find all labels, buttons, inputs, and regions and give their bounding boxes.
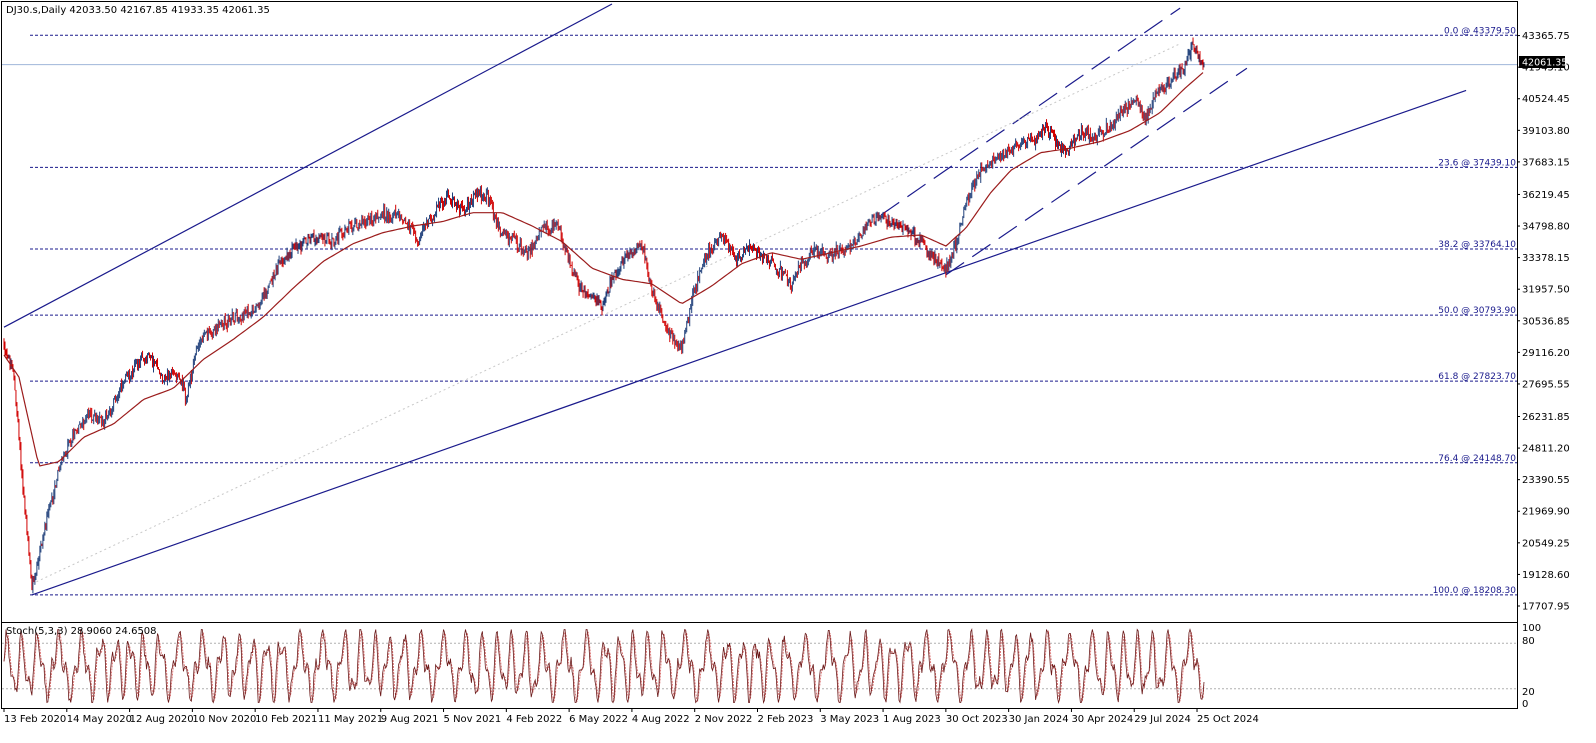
x-tick-label-3: 10 Nov 2020 xyxy=(192,714,256,725)
fib-label-3: 50.0 @ 30793.90 xyxy=(1438,306,1516,316)
fib-label-0: 0.0 @ 43379.50 xyxy=(1444,26,1516,36)
x-tick-label-2: 12 Aug 2020 xyxy=(130,714,194,725)
x-tick-label-5: 11 May 2021 xyxy=(318,714,383,725)
stoch-level-20: 20 xyxy=(1522,687,1535,698)
y-tick-label-1: 41945.10 xyxy=(1522,63,1570,74)
price-badge-bg xyxy=(1519,56,1565,68)
y-tick-label-7: 33378.15 xyxy=(1522,253,1570,264)
x-tick-label-16: 30 Jan 2024 xyxy=(1009,714,1069,725)
x-tick-label-10: 4 Aug 2022 xyxy=(632,714,690,725)
x-tick-label-14: 1 Aug 2023 xyxy=(883,714,941,725)
stoch-level-0: 0 xyxy=(1522,699,1528,710)
y-tick-label-17: 19128.60 xyxy=(1522,570,1570,581)
moving-average xyxy=(3,72,1204,467)
y-tick-label-2: 40524.45 xyxy=(1522,94,1570,105)
y-tick-label-15: 21969.90 xyxy=(1522,507,1570,518)
stoch-pane xyxy=(1,622,1518,709)
main-channel-lower xyxy=(31,89,1467,596)
main-channel-upper xyxy=(3,3,613,328)
fib-label-6: 100.0 @ 18208.30 xyxy=(1433,586,1517,596)
main-pane xyxy=(1,1,1518,623)
candles xyxy=(3,37,1205,594)
y-tick-label-9: 30536.85 xyxy=(1522,316,1570,327)
fib-label-4: 61.8 @ 27823.70 xyxy=(1438,372,1516,382)
fib-label-2: 38.2 @ 33764.10 xyxy=(1438,240,1516,250)
price-badge: 42061.35 xyxy=(1522,58,1567,69)
x-tick-label-12: 2 Feb 2023 xyxy=(757,714,813,725)
y-tick-label-11: 27695.55 xyxy=(1522,379,1570,390)
x-tick-label-8: 4 Feb 2022 xyxy=(506,714,562,725)
x-tick-label-18: 29 Jul 2024 xyxy=(1134,714,1191,725)
short-channel-lower xyxy=(945,67,1248,276)
y-tick-label-18: 17707.95 xyxy=(1522,602,1570,613)
fib-label-5: 76.4 @ 24148.70 xyxy=(1438,454,1516,464)
stoch-signal-line xyxy=(3,629,1205,703)
moving-average-line xyxy=(3,72,1204,467)
y-tick-label-6: 34798.80 xyxy=(1522,222,1570,233)
stoch-label: Stoch(5,3,3) 28.9060 24.6508 xyxy=(6,626,157,637)
x-tick-label-11: 2 Nov 2022 xyxy=(695,714,753,725)
x-tick-label-17: 30 Apr 2024 xyxy=(1071,714,1133,725)
y-tick-label-12: 26231.85 xyxy=(1522,412,1570,423)
stochastic-lines xyxy=(2,627,1517,705)
y-tick-label-13: 24811.20 xyxy=(1522,444,1570,455)
y-tick-label-5: 36219.45 xyxy=(1522,190,1570,201)
fibonacci-levels: 0.0 @ 43379.50 23.6 @ 37439.10 38.2 @ 3376… xyxy=(2,26,1517,596)
y-tick-label-8: 31957.50 xyxy=(1522,285,1570,296)
x-tick-label-0: 13 Feb 2020 xyxy=(4,714,66,725)
x-tick-label-19: 25 Oct 2024 xyxy=(1197,714,1259,725)
x-tick-label-1: 14 May 2020 xyxy=(67,714,132,725)
y-tick-label-16: 20549.25 xyxy=(1522,538,1570,549)
x-tick-label-7: 5 Nov 2021 xyxy=(444,714,502,725)
y-tick-label-10: 29116.20 xyxy=(1522,348,1570,359)
x-tick-label-9: 6 May 2022 xyxy=(569,714,628,725)
stoch-level-100: 100 xyxy=(1522,623,1541,634)
dotted-midline xyxy=(31,43,1181,585)
price-axis: 43365.75 41945.10 40524.45 39103.80 37683.15… xyxy=(1517,31,1570,613)
x-tick-label-6: 9 Aug 2021 xyxy=(381,714,439,725)
x-tick-label-4: 10 Feb 2021 xyxy=(255,714,317,725)
fib-label-1: 23.6 @ 37439.10 xyxy=(1438,158,1516,168)
y-tick-label-0: 43365.75 xyxy=(1522,31,1570,42)
x-tick-label-13: 3 May 2023 xyxy=(820,714,879,725)
y-tick-label-14: 23390.55 xyxy=(1522,475,1570,486)
stoch-main-line xyxy=(3,627,1205,705)
trendlines xyxy=(3,3,1467,596)
chart-header: DJ30.s,Daily 42033.50 42167.85 41933.35 … xyxy=(6,5,270,16)
stoch-level-80: 80 xyxy=(1522,636,1535,647)
short-channel-upper xyxy=(880,7,1181,216)
x-tick-label-15: 30 Oct 2023 xyxy=(946,714,1008,725)
y-tick-label-3: 39103.80 xyxy=(1522,126,1570,137)
y-tick-label-4: 37683.15 xyxy=(1522,157,1570,168)
